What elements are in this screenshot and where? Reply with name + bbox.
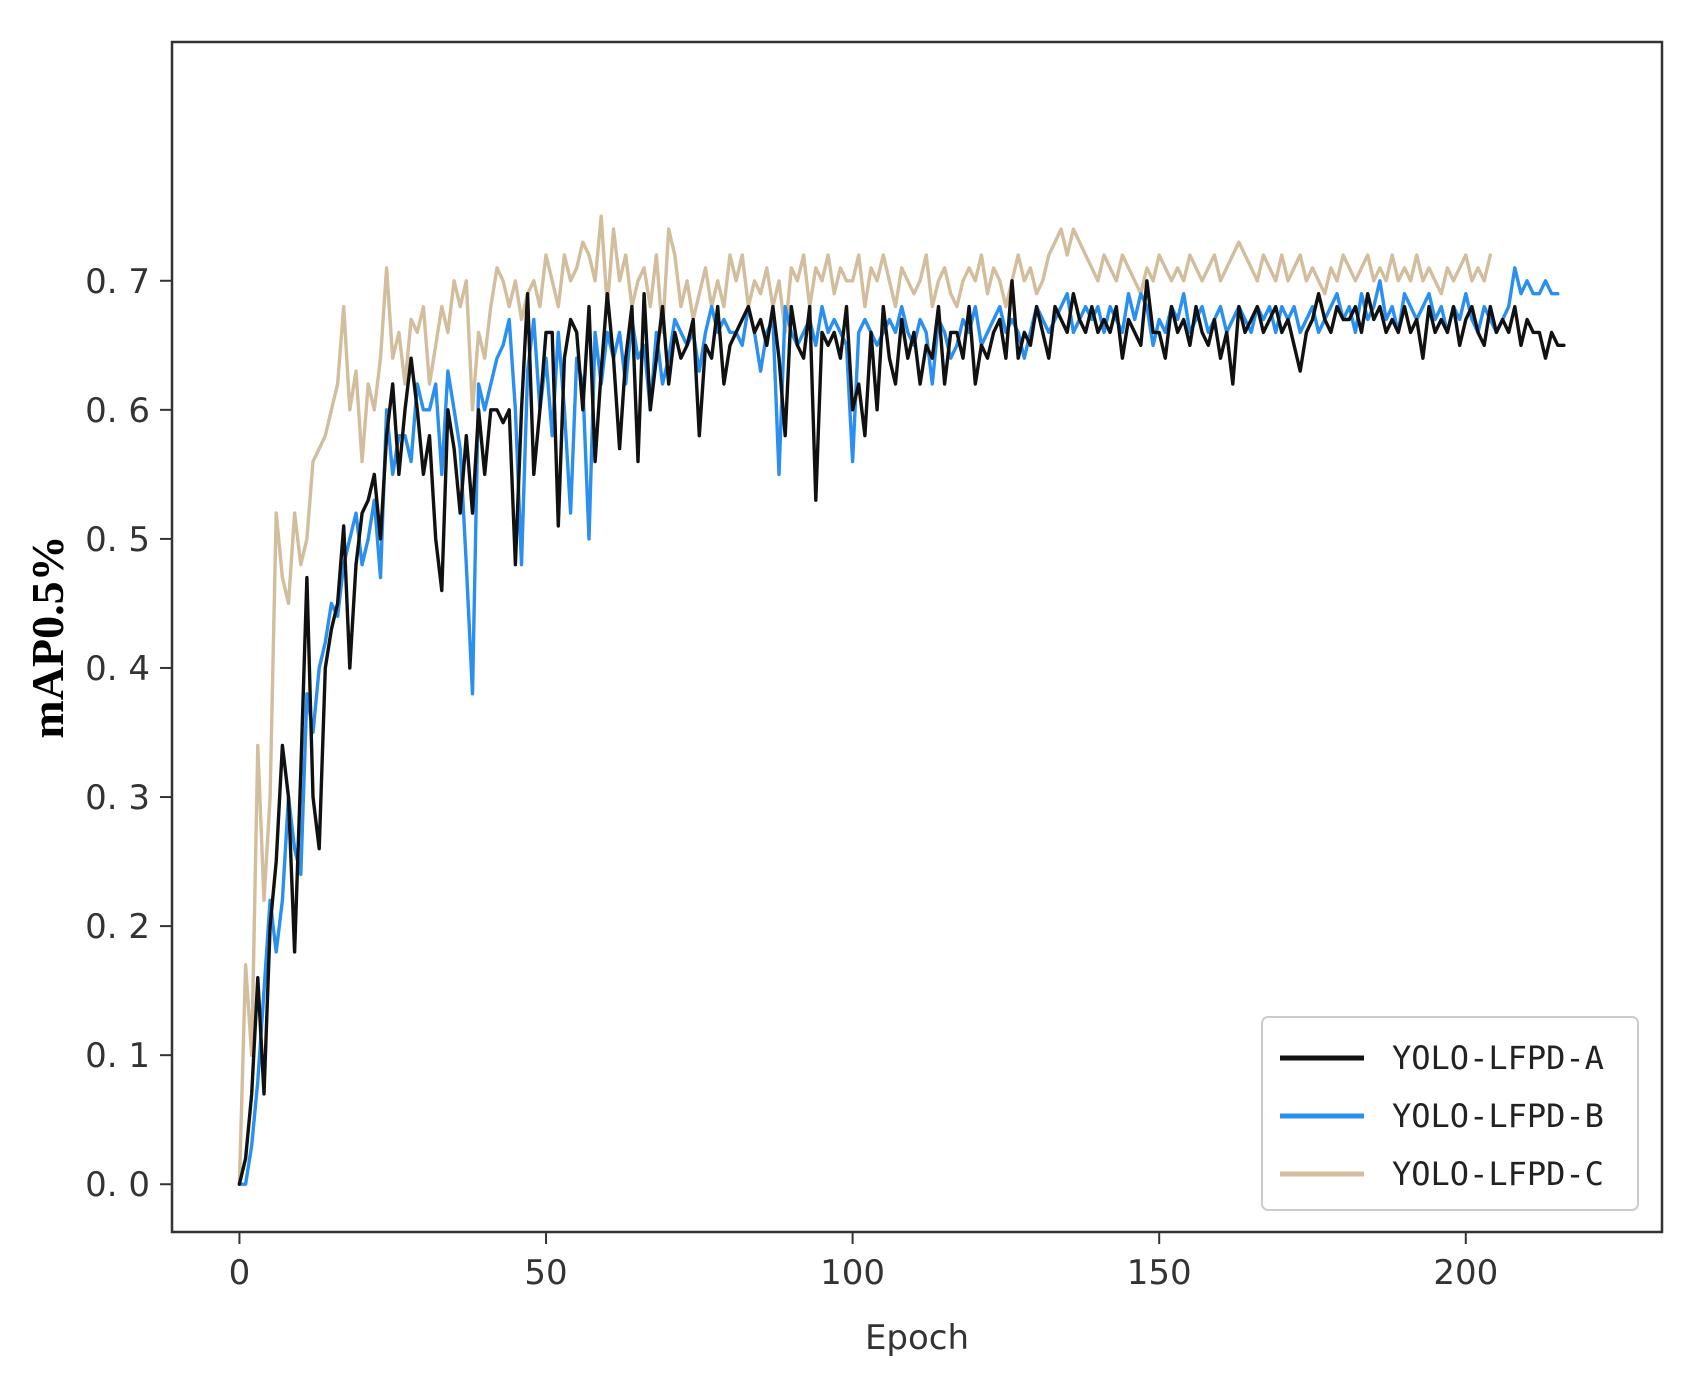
plot-frame — [170, 40, 1664, 1234]
x-tick-label: 0 — [229, 1253, 251, 1293]
y-tick-label: 0. 1 — [85, 1036, 150, 1076]
y-tick-label: 0. 3 — [85, 778, 150, 818]
x-axis-label: Epoch — [865, 1318, 969, 1358]
legend: YOLO-LFPD-A YOLO-LFPD-B YOLO-LFPD-C — [1261, 1016, 1639, 1211]
legend-entry: YOLO-LFPD-C — [1392, 1155, 1604, 1193]
y-axis: 0. 0 0. 1 0. 2 0. 3 0. 4 0. 5 0. 6 0. 7 — [85, 262, 172, 1205]
series-line-yolo-lfpd-c — [237, 214, 1493, 1186]
series-line-yolo-lfpd-b — [237, 266, 1560, 1186]
y-tick-label: 0. 5 — [85, 520, 150, 560]
series-layer — [237, 214, 1566, 1186]
x-axis: 0 50 100 150 200 — [229, 1232, 1498, 1293]
legend-entry: YOLO-LFPD-B — [1392, 1097, 1604, 1135]
series-line-yolo-lfpd-a — [237, 279, 1566, 1186]
y-tick-label: 0. 7 — [85, 262, 150, 302]
y-tick-label: 0. 0 — [85, 1165, 150, 1205]
x-tick-label: 50 — [524, 1253, 567, 1293]
x-tick-label: 200 — [1433, 1253, 1498, 1293]
y-tick-label: 0. 6 — [85, 391, 150, 431]
y-tick-label: 0. 4 — [85, 649, 150, 689]
x-tick-label: 150 — [1127, 1253, 1192, 1293]
legend-box — [1261, 1016, 1639, 1211]
y-tick-label: 0. 2 — [85, 907, 150, 947]
x-tick-label: 100 — [820, 1253, 885, 1293]
legend-entry: YOLO-LFPD-A — [1392, 1039, 1604, 1077]
y-axis-label: mAP0.5% — [22, 535, 73, 738]
